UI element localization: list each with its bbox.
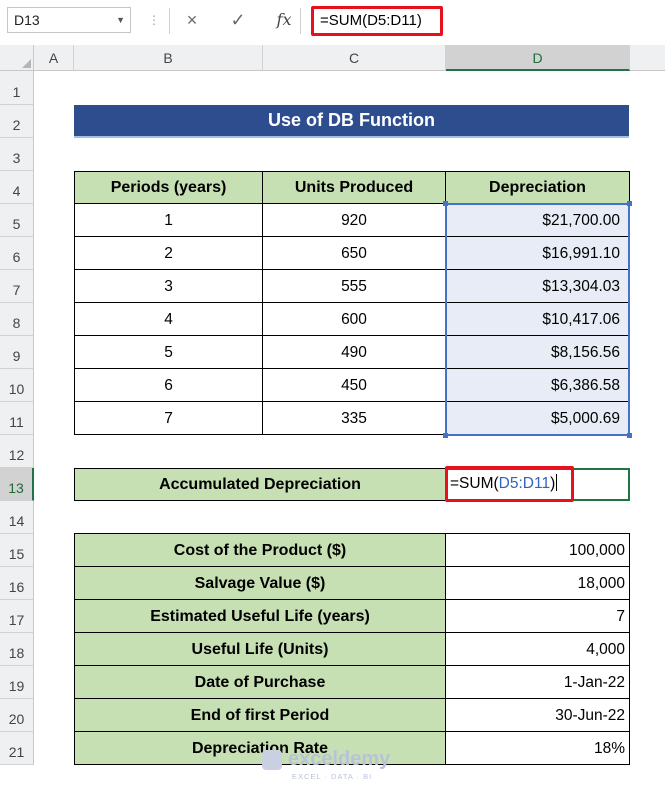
row-header-7[interactable]: 7 xyxy=(0,270,34,303)
cell-depreciation[interactable]: $6,386.58 xyxy=(445,368,630,402)
formula-input[interactable] xyxy=(300,8,665,34)
row-header-20[interactable]: 20 xyxy=(0,699,34,732)
select-all-icon xyxy=(22,59,31,68)
divider xyxy=(169,8,170,34)
header-units[interactable]: Units Produced xyxy=(262,171,446,204)
cell-period[interactable]: 4 xyxy=(74,302,263,336)
cell-units[interactable]: 450 xyxy=(262,368,446,402)
info-value[interactable]: 18,000 xyxy=(445,566,630,600)
column-header-e[interactable] xyxy=(630,45,665,71)
row-header-19[interactable]: 19 xyxy=(0,666,34,699)
cell-period[interactable]: 6 xyxy=(74,368,263,402)
name-box[interactable]: D13 ▼ xyxy=(7,7,131,33)
info-label[interactable]: Cost of the Product ($) xyxy=(74,533,446,567)
cell-units[interactable]: 600 xyxy=(262,302,446,336)
info-value[interactable]: 4,000 xyxy=(445,632,630,666)
row-header-16[interactable]: 16 xyxy=(0,567,34,600)
select-all-corner[interactable] xyxy=(0,45,34,71)
formula-bar: D13 ▼ ⋮ × ✓ fx =SUM(D5:D11) xyxy=(0,0,665,44)
info-label[interactable]: Estimated Useful Life (years) xyxy=(74,599,446,633)
cell-period[interactable]: 1 xyxy=(74,203,263,237)
formula-reference: D5:D11 xyxy=(498,475,551,492)
row-header-4[interactable]: 4 xyxy=(0,171,34,204)
cell-period[interactable]: 5 xyxy=(74,335,263,369)
row-header-12[interactable]: 12 xyxy=(0,435,34,468)
info-label[interactable]: Depreciation Rate xyxy=(74,731,446,765)
column-header-a[interactable]: A xyxy=(34,45,74,71)
chevron-down-icon[interactable]: ▼ xyxy=(116,15,125,25)
column-header-c[interactable]: C xyxy=(263,45,446,71)
title-underline xyxy=(74,136,629,138)
row-header-3[interactable]: 3 xyxy=(0,138,34,171)
info-label[interactable]: End of first Period xyxy=(74,698,446,732)
formula-prefix: =SUM( xyxy=(450,475,499,492)
name-box-value: D13 xyxy=(14,12,40,28)
row-header-13[interactable]: 13 xyxy=(0,468,34,501)
row-header-17[interactable]: 17 xyxy=(0,600,34,633)
cell-units[interactable]: 920 xyxy=(262,203,446,237)
row-header-15[interactable]: 15 xyxy=(0,534,34,567)
row-header-5[interactable]: 5 xyxy=(0,204,34,237)
row-header-6[interactable]: 6 xyxy=(0,237,34,270)
exceldemy-logo-icon xyxy=(262,750,282,770)
cell-units[interactable]: 555 xyxy=(262,269,446,303)
info-value[interactable]: 18% xyxy=(445,731,630,765)
cell-units[interactable]: 490 xyxy=(262,335,446,369)
row-header-18[interactable]: 18 xyxy=(0,633,34,666)
column-header-b[interactable]: B xyxy=(74,45,263,71)
row-header-2[interactable]: 2 xyxy=(0,105,34,138)
row-header-10[interactable]: 10 xyxy=(0,369,34,402)
info-label[interactable]: Salvage Value ($) xyxy=(74,566,446,600)
text-cursor xyxy=(556,474,558,491)
cell-formula-editor[interactable]: =SUM(D5:D11) xyxy=(445,466,574,502)
cell-units[interactable]: 650 xyxy=(262,236,446,270)
cell-depreciation[interactable]: $8,156.56 xyxy=(445,335,630,369)
range-selection xyxy=(445,203,630,436)
selection-handle[interactable] xyxy=(627,201,632,206)
row-header-8[interactable]: 8 xyxy=(0,303,34,336)
grip-icon[interactable]: ⋮ xyxy=(148,13,161,27)
cell-period[interactable]: 7 xyxy=(74,401,263,435)
info-label[interactable]: Date of Purchase xyxy=(74,665,446,699)
accumulated-depreciation-label[interactable]: Accumulated Depreciation xyxy=(74,468,446,501)
row-header-21[interactable]: 21 xyxy=(0,732,34,765)
row-header-14[interactable]: 14 xyxy=(0,501,34,534)
header-periods[interactable]: Periods (years) xyxy=(74,171,263,204)
cell-depreciation[interactable]: $21,700.00 xyxy=(445,203,630,237)
cell-period[interactable]: 2 xyxy=(74,236,263,270)
info-value[interactable]: 7 xyxy=(445,599,630,633)
selection-handle[interactable] xyxy=(443,433,448,438)
watermark-tagline: EXCEL · DATA · BI xyxy=(292,772,373,781)
watermark-name: exceldemy xyxy=(288,748,391,770)
selection-handle[interactable] xyxy=(627,433,632,438)
column-header-d[interactable]: D xyxy=(446,45,630,71)
row-header-9[interactable]: 9 xyxy=(0,336,34,369)
insert-function-icon[interactable]: fx xyxy=(276,10,292,29)
cell-units[interactable]: 335 xyxy=(262,401,446,435)
sheet-title[interactable]: Use of DB Function xyxy=(74,105,629,136)
row-header-11[interactable]: 11 xyxy=(0,402,34,435)
formula-text[interactable]: =SUM(D5:D11) xyxy=(311,6,443,36)
header-depreciation[interactable]: Depreciation xyxy=(445,171,630,204)
info-value[interactable]: 30-Jun-22 xyxy=(445,698,630,732)
info-label[interactable]: Useful Life (Units) xyxy=(74,632,446,666)
formula-suffix: ) xyxy=(550,475,556,492)
info-value[interactable]: 1-Jan-22 xyxy=(445,665,630,699)
cell-period[interactable]: 3 xyxy=(74,269,263,303)
row-header-1[interactable]: 1 xyxy=(0,71,34,105)
info-value[interactable]: 100,000 xyxy=(445,533,630,567)
selection-handle[interactable] xyxy=(443,201,448,206)
cancel-icon[interactable]: × xyxy=(186,10,198,30)
enter-icon[interactable]: ✓ xyxy=(230,10,246,30)
cell-depreciation[interactable]: $10,417.06 xyxy=(445,302,630,336)
